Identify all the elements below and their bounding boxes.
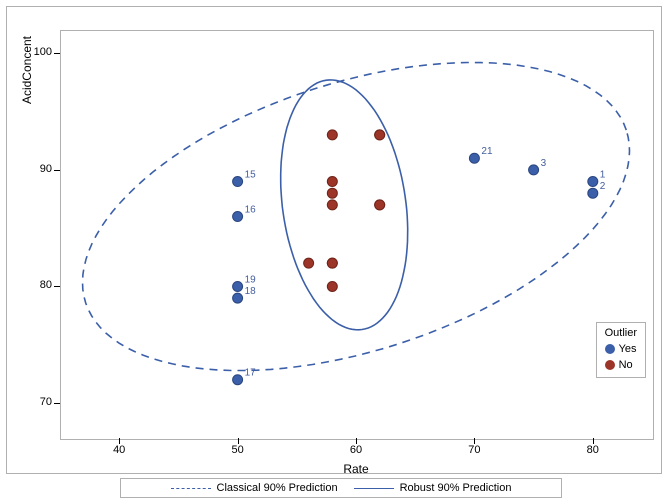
scatter-point <box>469 153 479 163</box>
scatter-point <box>529 165 539 175</box>
y-tick <box>54 170 60 171</box>
x-axis-label: Rate <box>60 462 652 476</box>
scatter-point <box>233 293 243 303</box>
y-tick <box>54 286 60 287</box>
point-label: 2 <box>600 181 606 192</box>
scatter-point <box>375 200 385 210</box>
legend-item: Yes <box>605 341 637 357</box>
y-axis-label: AcidConcent <box>20 0 34 274</box>
scatter-point <box>233 281 243 291</box>
legend-line-sample <box>171 488 211 489</box>
chart-container: Stack Loss Data: Use All Subsets 1231516… <box>0 0 666 500</box>
scatter-point <box>233 375 243 385</box>
scatter-point <box>327 258 337 268</box>
point-label: 16 <box>245 205 257 216</box>
ellipse-robust <box>281 80 408 330</box>
legend-item: No <box>605 357 637 373</box>
scatter-point <box>588 188 598 198</box>
y-tick-label: 80 <box>40 279 52 291</box>
scatter-point <box>327 177 337 187</box>
scatter-point <box>327 200 337 210</box>
scatter-point <box>327 130 337 140</box>
x-tick-label: 40 <box>109 444 129 456</box>
legend-bottom-item: Classical 90% Prediction <box>171 482 338 494</box>
legend-swatch <box>605 344 615 354</box>
y-tick-label: 90 <box>40 163 52 175</box>
ellipse-classical <box>83 63 630 371</box>
legend-bottom: Classical 90% Prediction Robust 90% Predi… <box>120 478 562 498</box>
scatter-point <box>375 130 385 140</box>
scatter-point <box>327 188 337 198</box>
scatter-point <box>304 258 314 268</box>
legend-label: No <box>619 357 633 373</box>
y-tick-label: 70 <box>40 396 52 408</box>
point-label: 17 <box>245 368 257 379</box>
legend-outlier: Outlier YesNo <box>596 322 646 378</box>
legend-label: Yes <box>619 341 637 357</box>
x-tick-label: 50 <box>228 444 248 456</box>
scatter-point <box>233 177 243 187</box>
scatter-point <box>327 281 337 291</box>
y-tick <box>54 403 60 404</box>
point-label: 19 <box>245 274 257 285</box>
plot-svg: 12 3 15 16 17 1819 21 <box>0 0 666 500</box>
x-tick-label: 80 <box>583 444 603 456</box>
point-label: 15 <box>245 170 257 181</box>
scatter-point <box>588 177 598 187</box>
legend-bottom-label: Robust 90% Prediction <box>400 482 512 494</box>
point-label: 3 <box>541 158 547 169</box>
point-label: 1 <box>600 170 606 181</box>
point-label: 18 <box>245 286 257 297</box>
legend-line-sample <box>354 488 394 489</box>
point-label: 21 <box>481 146 493 157</box>
legend-outlier-title: Outlier <box>605 327 637 339</box>
y-tick-label: 100 <box>34 46 52 58</box>
x-tick-label: 60 <box>346 444 366 456</box>
x-tick-label: 70 <box>464 444 484 456</box>
legend-bottom-label: Classical 90% Prediction <box>217 482 338 494</box>
y-tick <box>54 53 60 54</box>
scatter-point <box>233 212 243 222</box>
legend-swatch <box>605 360 615 370</box>
legend-bottom-item: Robust 90% Prediction <box>354 482 512 494</box>
